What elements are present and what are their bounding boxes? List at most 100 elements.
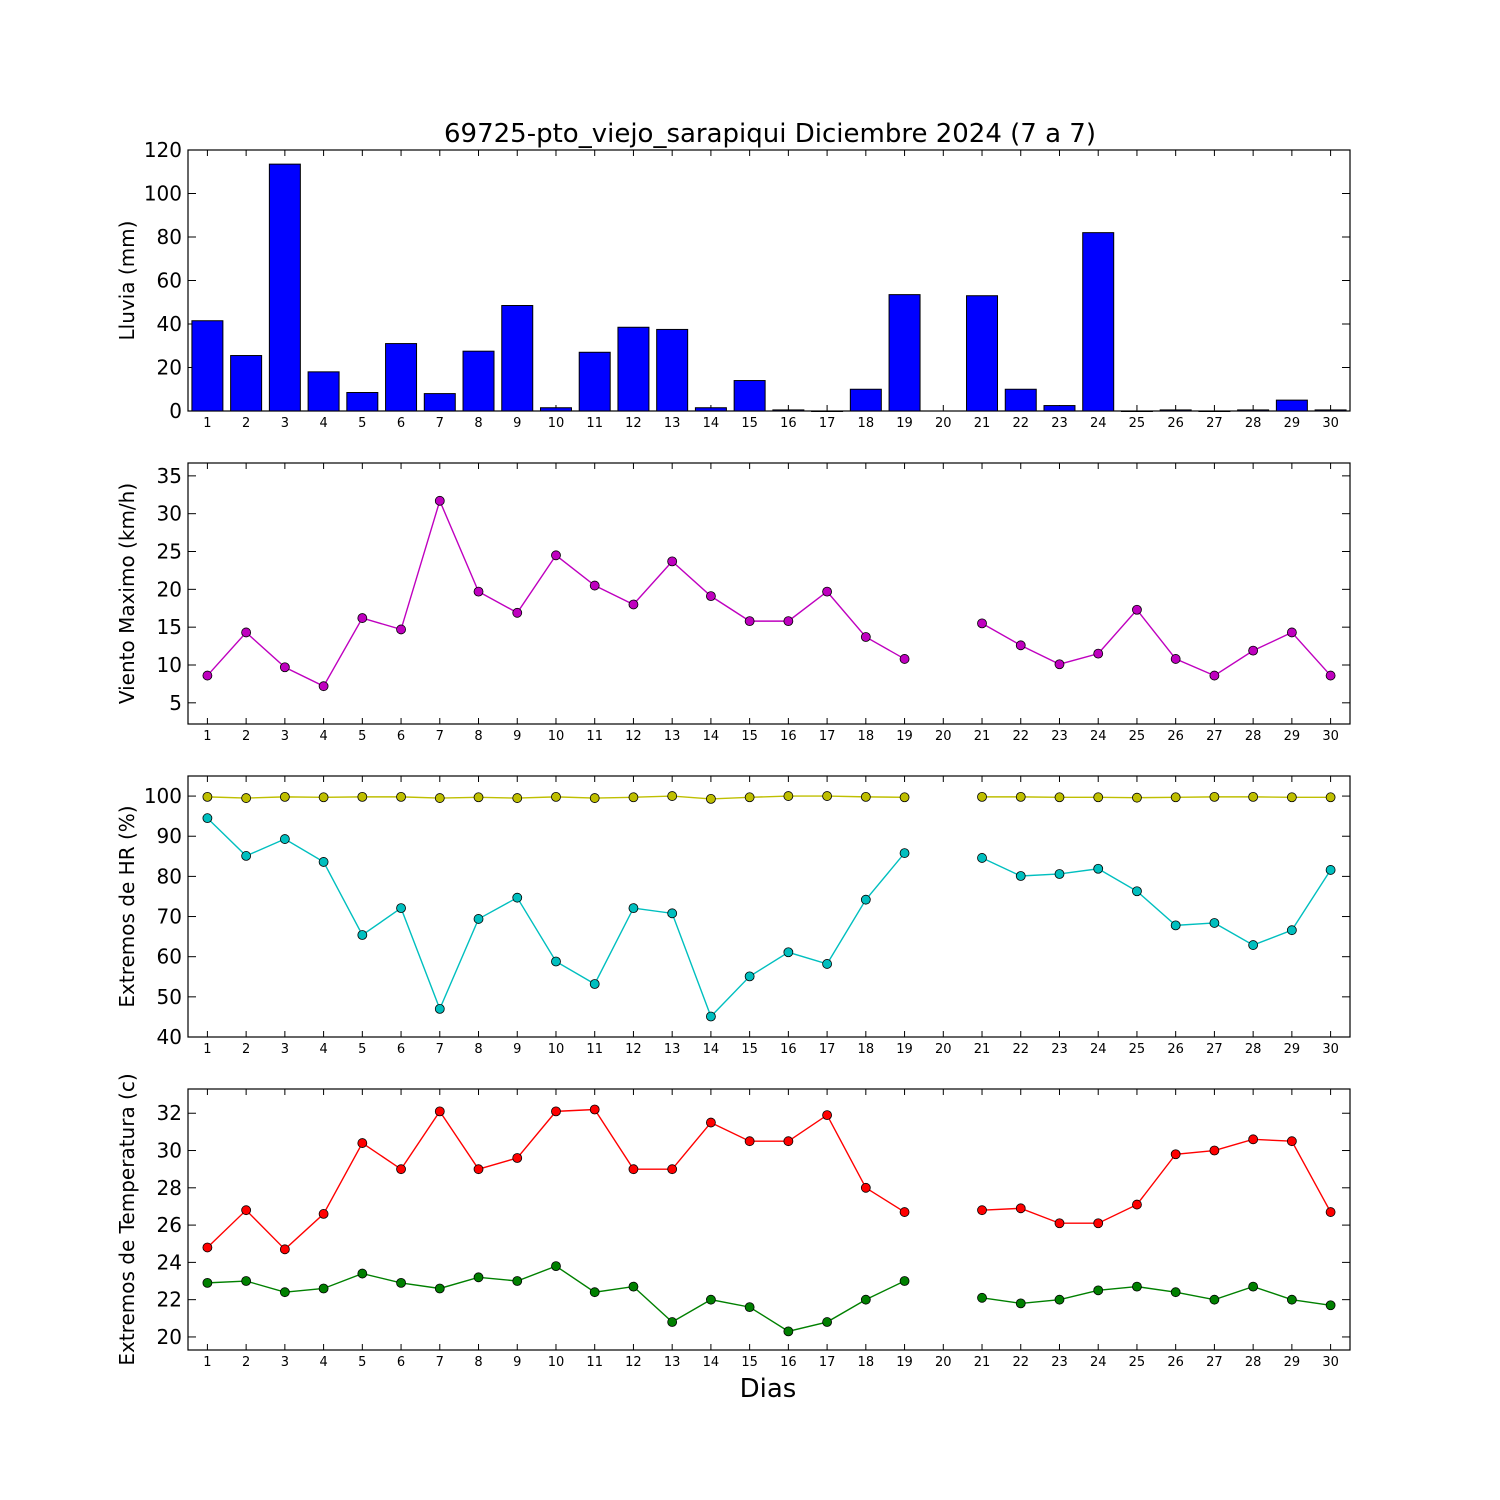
x-tick-label: 14 (703, 729, 720, 744)
bar-day-14 (694, 407, 727, 412)
series-1-point-day-3 (279, 1244, 290, 1255)
series-2-point-day-6 (396, 1277, 406, 1288)
y-tick-label: 50 (157, 985, 182, 1009)
series-2-point-day-16 (783, 1326, 794, 1337)
y-tick-label: 25 (157, 540, 182, 564)
series-2-point-day-3 (279, 1287, 290, 1298)
x-tick-label: 5 (358, 1042, 366, 1057)
series-1-point-day-1 (202, 1242, 213, 1253)
y-tick-label: 120 (144, 138, 182, 162)
series-1-point-day-30 (1325, 1207, 1336, 1217)
x-tick-label: 6 (397, 1355, 405, 1370)
x-tick-label: 14 (703, 1355, 720, 1370)
x-tick-label: 18 (858, 729, 875, 744)
series-1-point-day-2 (241, 1205, 252, 1216)
bar-day-24 (1082, 232, 1115, 412)
x-tick-label: 27 (1206, 729, 1223, 744)
y-axis-label: Extremos de HR (%) (115, 805, 139, 1007)
series-2-point-day-21 (977, 853, 987, 863)
x-tick-label: 29 (1284, 1042, 1301, 1057)
series-2-point-day-12 (628, 903, 639, 914)
series-2-point-day-14 (706, 1294, 716, 1305)
x-tick-label: 12 (625, 729, 642, 744)
y-tick-label: 32 (157, 1101, 182, 1125)
bar-day-17 (811, 410, 844, 412)
x-tick-label: 30 (1322, 416, 1339, 431)
series-1-point-day-5 (357, 791, 368, 802)
series-2-point-day-15 (744, 1302, 755, 1313)
series-1-point-day-15 (744, 792, 755, 803)
series-2-point-day-29 (1286, 1294, 1297, 1305)
series-2-line (981, 857, 1332, 946)
x-tick-label: 17 (819, 729, 836, 744)
y-tick-label: 80 (157, 225, 182, 249)
plot-frame (187, 1088, 1351, 1351)
series-2-point-day-19 (899, 1276, 910, 1286)
series-1-point-day-27 (1209, 791, 1220, 802)
x-tick-label: 8 (474, 416, 482, 431)
series-1-point-day-26 (1170, 654, 1181, 664)
series-2-point-day-27 (1209, 918, 1220, 928)
bar-day-22 (1004, 388, 1037, 412)
bar-day-12 (617, 326, 650, 412)
y-tick-label: 30 (157, 1139, 182, 1163)
series-2-point-day-10 (551, 956, 561, 967)
x-tick-label: 15 (741, 729, 758, 744)
series-2-point-day-26 (1170, 1287, 1181, 1298)
x-tick-label: 7 (436, 1355, 444, 1370)
y-tick-label: 22 (157, 1288, 182, 1312)
series-2-point-day-30 (1325, 865, 1336, 875)
series-1-point-day-13 (667, 556, 678, 567)
x-tick-label: 26 (1167, 729, 1184, 744)
x-tick-label: 25 (1129, 729, 1146, 744)
x-tick-label: 2 (242, 1042, 250, 1057)
series-1-point-day-16 (783, 1136, 794, 1147)
x-tick-label: 16 (780, 1355, 797, 1370)
series-1-point-day-8 (473, 792, 484, 803)
x-tick-label: 16 (780, 416, 797, 431)
series-1-point-day-17 (822, 1110, 832, 1120)
series-1-point-day-25 (1132, 604, 1142, 615)
series-1-point-day-21 (977, 791, 987, 802)
series-1-point-day-5 (357, 613, 368, 623)
x-tick-label: 28 (1245, 729, 1262, 744)
x-tick-label: 6 (397, 729, 405, 744)
x-tick-label: 9 (513, 1042, 521, 1057)
y-tick-label: 60 (157, 945, 182, 969)
series-1-point-day-2 (241, 793, 252, 803)
series-2-point-day-23 (1054, 1294, 1065, 1305)
y-tick-label: 30 (157, 502, 182, 526)
x-tick-label: 20 (935, 729, 952, 744)
series-2-point-day-26 (1170, 920, 1181, 931)
x-tick-label: 25 (1129, 416, 1146, 431)
x-tick-label: 22 (1012, 729, 1029, 744)
bar-day-26 (1159, 409, 1192, 412)
series-2-point-day-4 (318, 857, 329, 867)
x-tick-label: 8 (474, 1042, 482, 1057)
series-1-point-day-19 (899, 654, 910, 664)
series-1-point-day-3 (279, 791, 290, 802)
series-2-line (981, 1285, 1331, 1306)
x-tick-label: 17 (819, 1042, 836, 1057)
x-tick-label: 12 (625, 1355, 642, 1370)
x-tick-label: 24 (1090, 416, 1107, 431)
x-tick-label: 8 (474, 729, 482, 744)
series-1-point-day-5 (357, 1138, 368, 1148)
series-1-point-day-1 (202, 670, 213, 681)
series-1-point-day-22 (1015, 791, 1026, 802)
bar-day-11 (578, 351, 611, 412)
series-1-point-day-9 (512, 607, 523, 618)
x-tick-label: 7 (436, 416, 444, 431)
series-2-point-day-9 (512, 892, 523, 903)
x-axis-label: Dias (740, 1374, 797, 1404)
series-2-point-day-15 (744, 971, 755, 982)
x-tick-label: 10 (548, 1355, 565, 1370)
x-tick-label: 14 (703, 416, 720, 431)
x-tick-label: 28 (1245, 1042, 1262, 1057)
x-tick-label: 4 (319, 416, 327, 431)
series-2-point-day-19 (899, 848, 910, 858)
series-1-point-day-29 (1286, 627, 1297, 638)
series-1-point-day-23 (1054, 659, 1065, 670)
